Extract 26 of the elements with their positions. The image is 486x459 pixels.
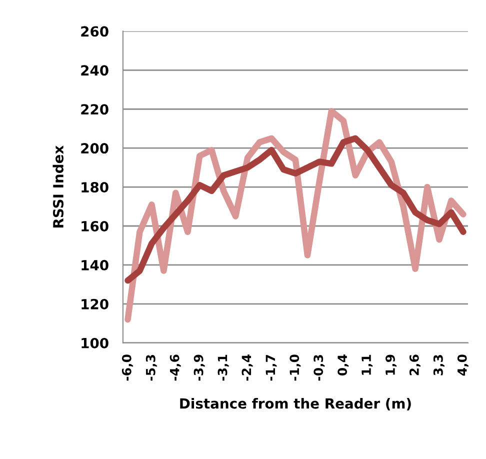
y-tick-label: 260 [81,26,108,37]
x-tick-label: -1,7 [266,354,277,381]
y-axis-title: RSSI Index [52,146,64,228]
y-tick-label: 100 [82,338,108,348]
x-tick-label: -2,4 [242,354,253,381]
y-tick-label: 240 [81,65,108,76]
x-tick-label: -6,0 [122,354,133,381]
x-tick-label: 2,6 [409,354,421,376]
y-tick-label: 200 [81,143,108,154]
x-tick-label: 4,0 [457,354,468,376]
x-tick-label: -3,1 [218,354,229,381]
y-tick-label: 160 [82,220,108,232]
y-tick-label: 220 [81,104,108,115]
x-tick-label: -3,9 [194,354,205,381]
x-tick-label: -0,3 [314,354,325,381]
x-tick-label: -1,0 [290,354,301,381]
y-tick-label: 180 [82,182,108,193]
x-tick-label: 0,4 [338,354,349,376]
x-tick-label: 3,3 [433,354,444,376]
x-tick-label: -5,3 [146,354,157,381]
x-tick-label: 1,1 [362,354,373,375]
y-tick-label: 120 [82,298,108,310]
x-axis-title: Distance from the Reader (m) [180,398,411,410]
y-tick-label: 140 [82,260,108,270]
x-tick-label: -4,6 [170,354,181,381]
x-tick-label: 1,9 [386,354,397,375]
